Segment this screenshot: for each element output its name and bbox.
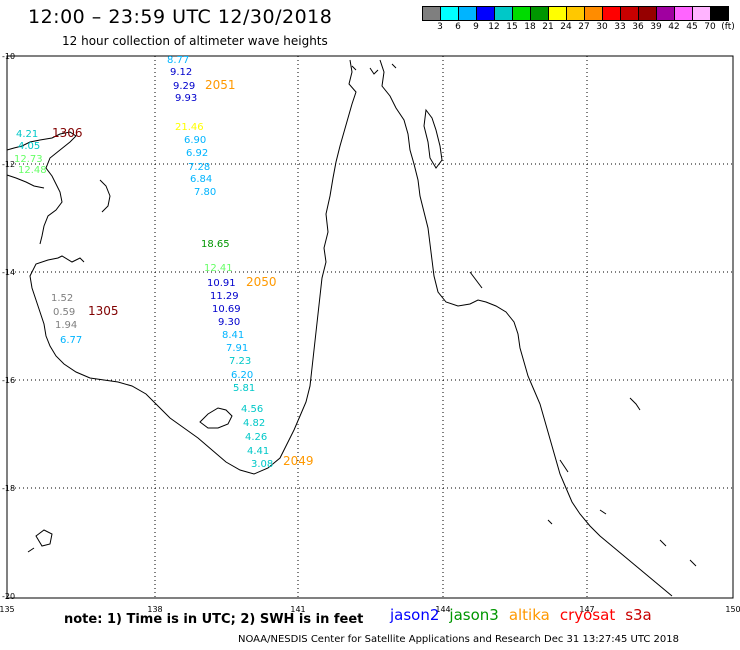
latitude-tick-label: -16 xyxy=(2,376,15,385)
legend-label: 33 xyxy=(614,22,626,32)
legend-label: 30 xyxy=(596,22,608,32)
wave-height-value: 7.80 xyxy=(194,187,216,198)
pass-number: 2049 xyxy=(283,454,314,468)
map-subtitle: 12 hour collection of altimeter wave hei… xyxy=(62,34,328,48)
legend-label: 27 xyxy=(578,22,590,32)
longitude-ticks: 135 138 141 144 147 150 xyxy=(0,605,740,614)
map-title: 12:00 – 23:59 UTC 12/30/2018 xyxy=(28,6,333,28)
satellite-legend-item: jason2 xyxy=(390,606,440,624)
wave-height-value: 1.94 xyxy=(55,320,77,331)
legend-unit: (ft) xyxy=(721,22,735,32)
latitude-tick-label: -18 xyxy=(2,484,15,493)
longitude-tick-label: 138 xyxy=(147,605,162,614)
wave-height-value: 4.82 xyxy=(243,418,265,429)
wave-height-value: 11.29 xyxy=(210,291,239,302)
legend-label: 21 xyxy=(542,22,554,32)
pass-number: 2050 xyxy=(246,275,277,289)
legend-label: 45 xyxy=(686,22,698,32)
longitude-tick-label: 150 xyxy=(725,605,740,614)
legend-label: 15 xyxy=(506,22,518,32)
pass-number: 1305 xyxy=(88,304,119,318)
legend-label: 39 xyxy=(650,22,662,32)
satellite-legend: jason2 jason3 altika cryosat s3a xyxy=(390,606,662,624)
wave-height-values: 8.779.12 9.299.93 21.46 6.90 6.92 7.286.84 7.8… xyxy=(14,55,273,470)
legend-label: 42 xyxy=(668,22,680,32)
satellite-legend-item: altika xyxy=(508,606,550,624)
wave-height-value: 1.52 xyxy=(51,293,73,304)
legend-label: 24 xyxy=(560,22,572,32)
wave-height-value: 4.56 xyxy=(241,404,263,415)
longitude-tick-label: 141 xyxy=(290,605,305,614)
longitude-tick-label: 147 xyxy=(579,605,594,614)
wave-height-value: 6.84 xyxy=(190,174,212,185)
wave-height-value: 12.41 xyxy=(204,263,233,274)
wave-height-value: 18.65 xyxy=(201,239,230,250)
wave-height-value: 12.48 xyxy=(18,165,47,176)
wave-height-value: 10.69 xyxy=(212,304,241,315)
legend-label: 3 xyxy=(437,22,443,32)
latitude-ticks: -10 -12 -14 -16 -18 -20 xyxy=(2,52,15,601)
latitude-tick-label: -20 xyxy=(2,592,15,601)
coastline xyxy=(6,59,697,597)
wave-height-value: 5.81 xyxy=(233,383,255,394)
legend-swatch xyxy=(710,6,729,21)
wave-height-value: 7.91 xyxy=(226,343,248,354)
wave-height-value: 0.59 xyxy=(53,307,75,318)
wave-height-value: 6.92 xyxy=(186,148,208,159)
wave-height-value: 7.23 xyxy=(229,356,251,367)
wave-height-value: 8.41 xyxy=(222,330,244,341)
graticule xyxy=(7,56,733,598)
wave-height-value: 8.77 xyxy=(167,55,189,66)
pass-labels: 2051 1306 2050 1305 2049 xyxy=(52,78,314,468)
wave-height-value: 10.91 xyxy=(207,278,236,289)
satellite-legend-item: cryosat xyxy=(559,606,616,624)
legend-label: 12 xyxy=(488,22,500,32)
satellite-legend-item: jason3 xyxy=(449,606,499,624)
latitude-tick-label: -10 xyxy=(2,52,15,61)
latitude-tick-label: -12 xyxy=(2,160,15,169)
legend-label: 70 xyxy=(704,22,716,32)
legend-label: 18 xyxy=(524,22,536,32)
wave-height-value: 21.46 xyxy=(175,122,204,133)
pass-number: 1306 xyxy=(52,126,83,140)
latitude-tick-label: -14 xyxy=(2,268,15,277)
wave-height-value: 4.41 xyxy=(247,446,269,457)
longitude-tick-label: 135 xyxy=(0,605,15,614)
wave-height-value: 7.28 xyxy=(188,162,210,173)
units-note: note: 1) Time is in UTC; 2) SWH is in fe… xyxy=(64,612,364,627)
wave-height-value: 6.90 xyxy=(184,135,206,146)
map-frame xyxy=(6,55,734,599)
wave-height-value: 6.77 xyxy=(60,335,82,346)
wave-height-value: 9.29 xyxy=(173,81,195,92)
satellite-legend-item: s3a xyxy=(625,606,652,624)
legend-label: 36 xyxy=(632,22,644,32)
wave-height-value: 9.30 xyxy=(218,317,240,328)
color-scale-legend xyxy=(422,6,729,21)
credit-footer: NOAA/NESDIS Center for Satellite Applica… xyxy=(238,634,680,645)
wave-height-value: 9.93 xyxy=(175,93,197,104)
wave-height-value: 6.20 xyxy=(231,370,253,381)
wave-height-value: 4.21 xyxy=(16,129,38,140)
wave-height-value: 4.05 xyxy=(18,141,40,152)
color-scale-labels: 3 6 9 12 15 18 21 24 27 30 33 36 39 42 45 70 (ft) xyxy=(422,22,740,34)
legend-label: 6 xyxy=(455,22,461,32)
wave-height-value: 3.08 xyxy=(251,459,273,470)
wave-height-value: 12.73 xyxy=(14,154,43,165)
legend-label: 9 xyxy=(473,22,479,32)
wave-height-value: 4.26 xyxy=(245,432,267,443)
pass-number: 2051 xyxy=(205,78,236,92)
wave-height-value: 9.12 xyxy=(170,67,192,78)
longitude-tick-label: 144 xyxy=(435,605,450,614)
